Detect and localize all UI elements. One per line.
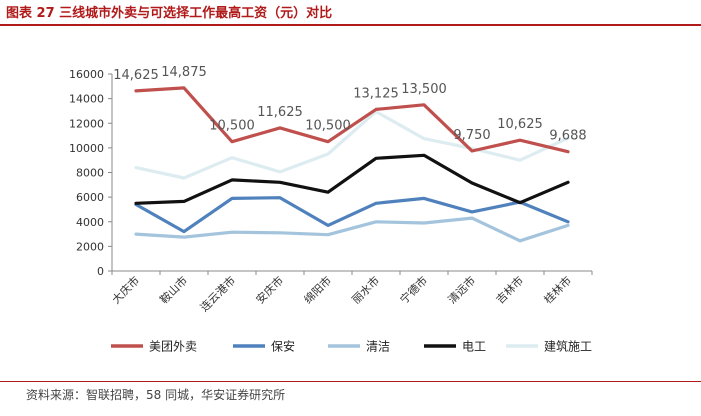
data-label: 10,500 [305, 119, 351, 134]
x-category-label: 宁德市 [397, 273, 430, 306]
series-line-4 [134, 153, 570, 205]
series-line-1 [134, 86, 570, 154]
data-label: 9,750 [453, 128, 490, 143]
y-tick-label: 10000 [69, 142, 104, 155]
legend-label-5: 建筑施工 [544, 339, 592, 354]
y-tick-label: 6000 [76, 191, 104, 204]
x-category-label: 桂林市 [541, 273, 574, 306]
data-label: 14,625 [113, 68, 159, 83]
line-chart: 0 2000 4000 6000 8000 10000 12000 14000 16000 大庆市… [69, 65, 593, 354]
y-tick-label: 14000 [69, 93, 104, 106]
x-category-label: 大庆市 [109, 273, 142, 306]
data-label: 10,625 [497, 117, 543, 132]
x-category-label: 丽水市 [349, 273, 382, 306]
source-note: 资料来源：智联招聘，58 同城，华安证券研究所 [26, 388, 286, 402]
legend-label-3: 清洁 [366, 340, 390, 354]
y-tick-label: 16000 [69, 68, 104, 81]
series-line-2 [134, 196, 570, 234]
series-line-5 [134, 109, 570, 180]
data-label: 13,500 [401, 82, 447, 97]
x-category-label: 清远市 [445, 273, 478, 306]
data-label: 11,625 [257, 105, 303, 120]
series-group [134, 86, 570, 243]
data-label: 14,875 [161, 65, 207, 80]
x-category-label: 绵阳市 [301, 273, 334, 306]
x-category-label: 安庆市 [253, 273, 286, 306]
legend: 美团外卖 保安 清洁 电工 建筑施工 [111, 339, 592, 354]
title-rule [0, 24, 701, 26]
legend-label-4: 电工 [462, 340, 486, 354]
figure-title: 图表 27 三线城市外卖与可选择工作最高工资（元）对比 [6, 6, 333, 21]
data-label: 10,500 [209, 119, 255, 134]
data-label: 9,688 [549, 129, 586, 144]
y-tick-label: 0 [97, 265, 104, 278]
x-category-label: 吉林市 [493, 273, 526, 306]
y-tick-label: 12000 [69, 117, 104, 130]
y-tick-label: 8000 [76, 167, 104, 180]
legend-label-2: 保安 [271, 339, 295, 354]
data-label: 13,125 [353, 86, 399, 101]
x-category-label: 鞍山市 [157, 273, 190, 306]
y-tick-label: 2000 [76, 240, 104, 253]
source-rule [0, 381, 701, 382]
series-line-3 [134, 216, 570, 243]
y-tick-label: 4000 [76, 216, 104, 229]
legend-label-1: 美团外卖 [149, 340, 197, 354]
x-category-label: 连云港市 [197, 273, 238, 314]
